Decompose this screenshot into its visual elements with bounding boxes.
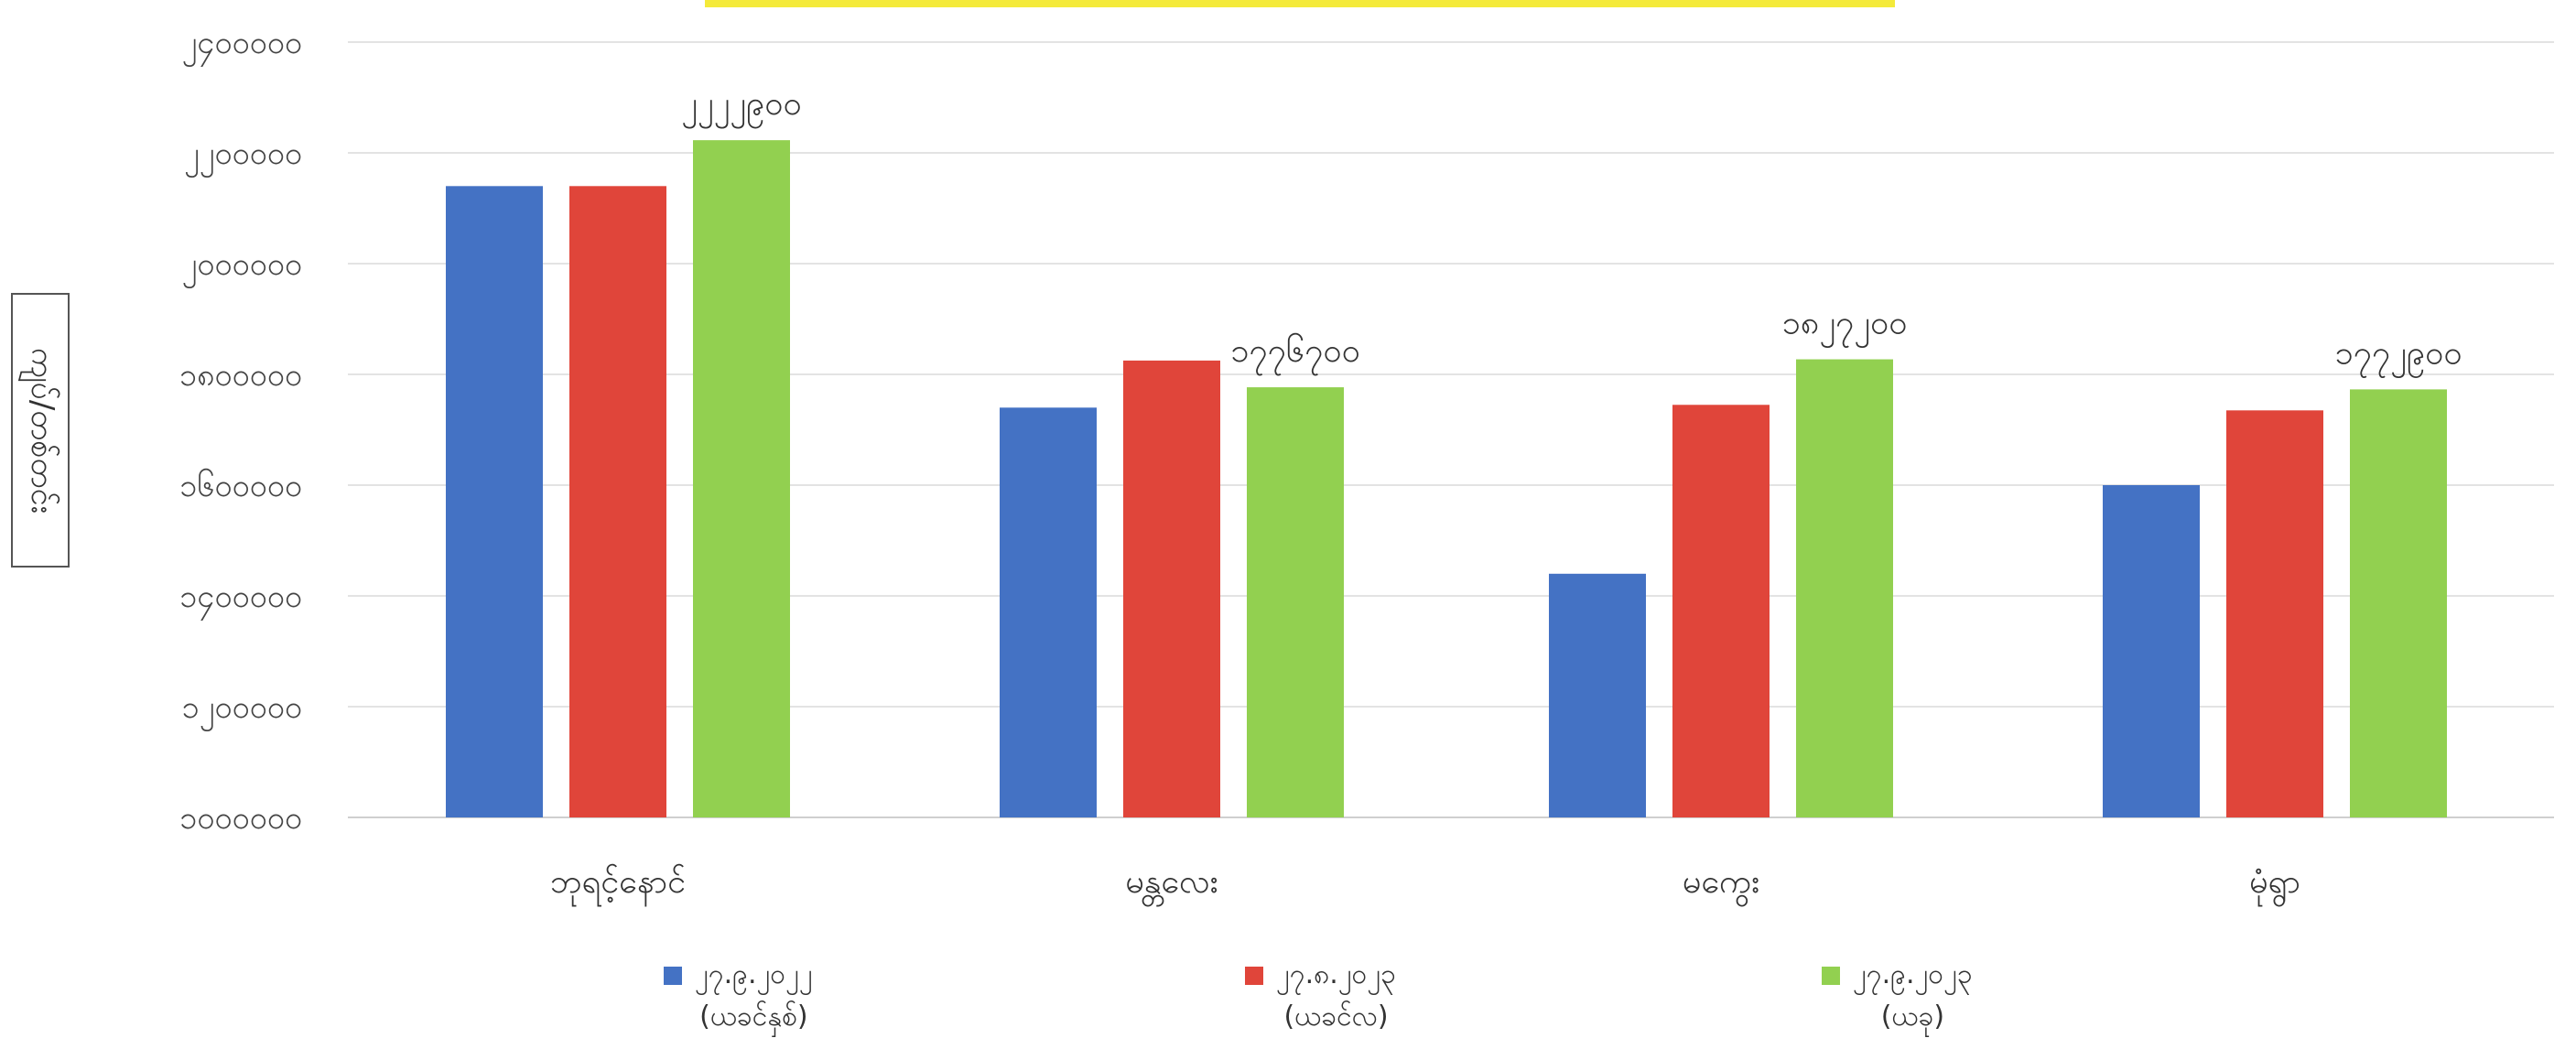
legend-swatch-series-2 — [1245, 967, 1263, 985]
bar — [2350, 389, 2447, 817]
legend-label-series-2: ၂၇.၈.၂၀၂၃ — [1276, 958, 1397, 990]
x-category-label: မကွေး — [1683, 863, 1759, 907]
data-label: ၁၇၇၆၇၀၀ — [1230, 332, 1360, 376]
data-label: ၂၂၂၂၉၀၀ — [681, 85, 801, 129]
y-tick-label: ၁၆၀၀၀၀၀ — [179, 468, 302, 504]
y-tick-label: ၂၀၀၀၀၀၀ — [182, 246, 302, 288]
bar — [1247, 387, 1344, 817]
y-tick-label: ၁၈၀၀၀၀၀ — [179, 357, 302, 394]
legend-sublabel-series-3: (ယခု) — [1880, 1000, 1945, 1033]
bar — [1000, 407, 1097, 817]
y-tick-label: ၁၄၀၀၀၀၀ — [179, 579, 302, 621]
x-category-label: ဘုရင့်နောင် — [550, 863, 686, 907]
bar — [2103, 485, 2200, 817]
legend-item-series-3: ၂၇.၉.၂၀၂၃ (ယခု) — [1822, 954, 1973, 1038]
legend-sublabel-series-2: (ယခင်လ) — [1283, 1000, 1389, 1033]
x-category-label: မုံရွာ — [2249, 863, 2300, 907]
legend-item-series-2: ၂၇.၈.၂၀၂၃ (ယခင်လ) — [1245, 954, 1396, 1038]
legend-item-series-1: ၂၇.၉.၂၀၂၂ (ယခင်နှစ်) — [664, 954, 813, 1038]
gridlines — [348, 41, 2554, 818]
data-label: ၁၈၂၇၂၀၀ — [1782, 305, 1908, 349]
y-axis-label: ကျပ်/တစ်တင်း — [24, 347, 61, 514]
bar — [446, 186, 543, 818]
y-tick-label: ၁၀၀၀၀၀၀ — [179, 800, 302, 837]
legend-swatch-series-1 — [664, 967, 682, 985]
x-category-label: မန္တလေး — [1125, 863, 1218, 907]
bar — [1796, 359, 1893, 817]
bars — [446, 140, 2447, 818]
y-tick-label: ၂၄၀၀၀၀၀ — [182, 25, 302, 67]
bar — [1549, 573, 1646, 817]
y-tick-label: ၂၂၀၀၀၀၀ — [184, 135, 302, 178]
legend-swatch-series-3 — [1822, 967, 1840, 985]
bar — [569, 186, 666, 818]
bar — [2226, 410, 2323, 817]
legend-label-series-3: ၂၇.၉.၂၀၂၃ — [1853, 958, 1973, 990]
bar — [693, 140, 790, 817]
title-highlight-strip — [705, 0, 1895, 7]
x-category-labels: ဘုရင့်နောင် မန္တလေး မကွေး မုံရွာ — [550, 863, 2300, 907]
legend-sublabel-series-1: (ယခင်နှစ်) — [699, 1000, 808, 1033]
bar — [1123, 360, 1220, 817]
bar — [1672, 405, 1770, 817]
data-label: ၁၇၇၂၉၀၀ — [2334, 334, 2462, 378]
y-axis-label-box: ကျပ်/တစ်တင်း — [11, 293, 70, 568]
y-tick-label: ၁၂၀၀၀၀၀ — [182, 689, 302, 731]
legend-label-series-1: ၂၇.၉.၂၀၂၂ — [695, 958, 813, 990]
y-tick-labels: ၁၀၀၀၀၀၀ ၁၂၀၀၀၀၀ ၁၄၀၀၀၀၀ ၁၆၀၀၀၀၀ ၁၈၀၀၀၀၀ ၂၀၀၀၀… — [179, 25, 302, 837]
